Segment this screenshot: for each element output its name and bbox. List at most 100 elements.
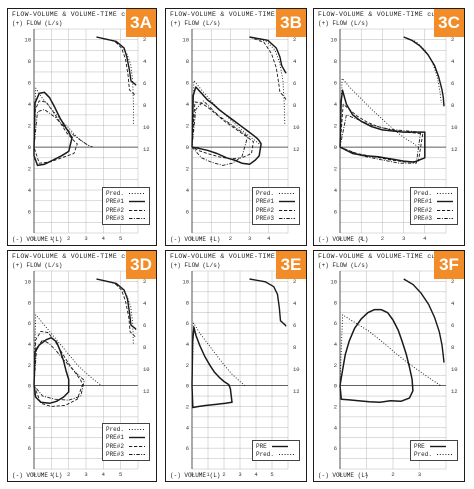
flow-tick: 4 [28, 424, 32, 431]
chart-header: FLOW-VOLUME & VOLUME-TIME curve [12, 253, 143, 260]
flow-tick: 6 [28, 80, 31, 87]
flow-tick: 4 [334, 424, 338, 431]
flow-tick: 10 [24, 278, 31, 285]
time-tick: 12 [143, 388, 150, 395]
flow-tick: 6 [334, 80, 337, 87]
flow-tick: 0 [186, 383, 189, 390]
flow-tick: 6 [334, 209, 337, 216]
volume-tick: 3 [418, 471, 421, 478]
legend: Pred. PRE#1 PRE#2 PRE#3 [101, 187, 150, 225]
flow-tick: 10 [24, 37, 31, 44]
legend-label: PRE#1 [105, 198, 124, 206]
legend: Pred. PRE#1 PRE#2 PRE#3 [101, 423, 150, 461]
legend-swatch [271, 445, 288, 447]
legend-item: Pred. [414, 189, 454, 198]
time-tick: 10 [451, 366, 458, 373]
volume-axis-label: (-) VOLUME (L) [170, 472, 221, 479]
flow-volume-curve [339, 114, 422, 164]
flow-volume-curve [33, 100, 78, 164]
flow-tick: 6 [186, 445, 189, 452]
time-tick: 6 [293, 80, 296, 87]
volume-tick: 4 [267, 235, 271, 242]
flow-axis-label: (+) FLOW (L/s) [318, 262, 369, 269]
flow-volume-curve [191, 80, 264, 148]
legend-item: PRE [256, 442, 296, 451]
time-tick: 8 [293, 102, 296, 109]
time-tick: 12 [293, 146, 300, 153]
time-tick: 4 [143, 58, 147, 65]
panel-badge: 3D [126, 251, 156, 279]
legend-swatch [129, 218, 145, 220]
volume-time-curve [96, 278, 137, 338]
flow-volume-curve [33, 87, 92, 148]
legend-label: PRE#2 [105, 206, 124, 214]
flow-volume-curve [339, 77, 419, 148]
legend-swatch [279, 454, 295, 456]
volume-tick: 0 [338, 235, 341, 242]
volume-tick: 0 [190, 235, 193, 242]
time-tick: 10 [293, 124, 300, 131]
legend-item: PRE#2 [106, 206, 146, 215]
legend-swatch [279, 201, 295, 203]
flow-volume-curve [191, 86, 262, 166]
legend-item: PRE#3 [106, 215, 146, 224]
flow-tick: 8 [186, 58, 189, 65]
volume-tick: 4 [254, 471, 258, 478]
legend: Pred. PRE#1 PRE#2 PRE#3 [251, 187, 300, 225]
legend-label: PRE#1 [105, 434, 124, 442]
volume-axis-label: (-) VOLUME (L) [318, 472, 369, 479]
time-tick: 8 [143, 344, 146, 351]
flow-tick: 6 [28, 445, 31, 452]
volume-tick: 0 [190, 471, 193, 478]
flow-tick: 10 [330, 278, 337, 285]
volume-tick: 5 [270, 471, 273, 478]
legend-item: PRE [414, 442, 454, 451]
flow-tick: 4 [186, 187, 190, 194]
legend-swatch [437, 454, 453, 456]
legend-label: PRE [413, 442, 425, 450]
volume-tick: 0 [32, 235, 35, 242]
chart-panel-3e: 10 8 6 4 2 0 2 4 6 0 1 2 3 4 5 2 4 6 8 10 12 FLOW-VOLUME & VO… [165, 250, 307, 482]
panel-badge: 3F [434, 251, 464, 279]
legend-swatch [437, 192, 453, 194]
legend-item: Pred. [414, 451, 454, 460]
flow-volume-curve [33, 109, 94, 148]
legend-label: PRE [255, 442, 267, 450]
volume-time-curve [403, 278, 445, 363]
volume-time-curve [96, 36, 137, 96]
flow-tick: 0 [28, 144, 31, 151]
volume-axis-label: (-) VOLUME (L) [318, 236, 369, 243]
volume-tick: 1 [365, 471, 369, 478]
flow-tick: 2 [186, 403, 189, 410]
time-tick: 6 [293, 322, 296, 329]
legend-swatch [129, 428, 145, 430]
flow-volume-curve [191, 100, 249, 166]
volume-tick: 3 [84, 235, 87, 242]
legend-label: Pred. [255, 189, 274, 197]
time-tick: 2 [451, 278, 454, 285]
chart-header: FLOW-VOLUME & VOLUME-TIME curve [170, 253, 301, 260]
flow-volume-curve [33, 91, 73, 167]
legend-item: PRE#1 [256, 198, 296, 207]
flow-tick: 8 [334, 299, 337, 306]
volume-tick: 1 [50, 235, 54, 242]
volume-axis-label: (-) VOLUME (L) [170, 236, 221, 243]
volume-time-curve [249, 36, 286, 126]
flow-tick: 4 [334, 187, 338, 194]
legend: Pred. PRE#1 PRE#2 PRE#3 [409, 187, 458, 225]
legend-label: PRE#2 [105, 442, 124, 450]
legend-swatch [429, 445, 446, 447]
volume-time-curve [96, 278, 137, 330]
legend-label: PRE#2 [255, 206, 274, 214]
volume-axis-label: (-) VOLUME (L) [12, 472, 63, 479]
chart-panel-3f: 10 8 6 4 2 0 2 4 6 0 1 2 3 2 4 6 8 10 12 FLOW-VOLUME & VOLU… [313, 250, 465, 482]
time-tick: 8 [451, 344, 454, 351]
time-tick: 12 [451, 146, 458, 153]
flow-tick: 4 [28, 341, 32, 348]
flow-tick: 4 [28, 187, 32, 194]
flow-tick: 2 [186, 123, 189, 130]
flow-volume-curve [33, 330, 83, 407]
volume-tick: 2 [67, 235, 70, 242]
